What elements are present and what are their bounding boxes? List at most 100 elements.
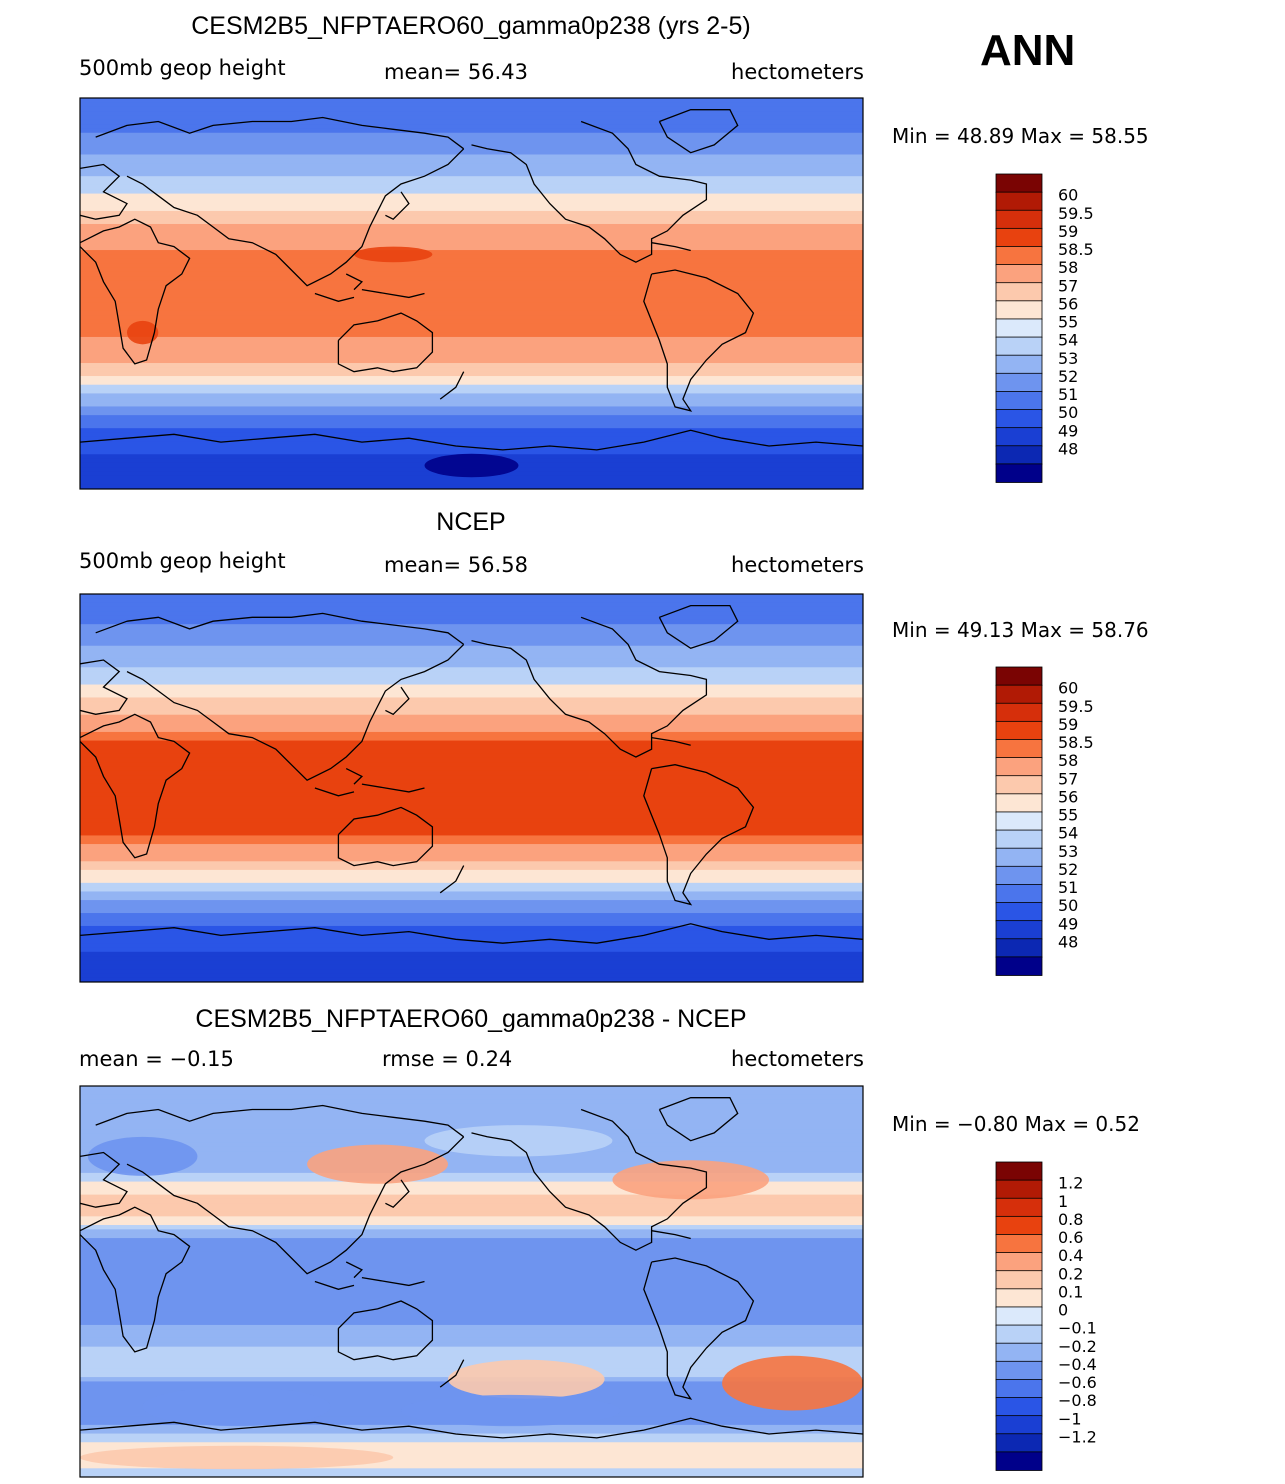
contour-band xyxy=(80,1459,863,1465)
contour-band xyxy=(80,341,863,347)
contour-band xyxy=(80,611,863,617)
colorbar-tick-label: 56 xyxy=(1058,787,1078,806)
colorbar-swatch xyxy=(995,739,1043,759)
contour-band xyxy=(80,688,863,694)
contour-field-3 xyxy=(80,1086,863,1477)
world-coastline-icon xyxy=(126,643,465,781)
colorbar-tick-label: 53 xyxy=(1058,842,1078,861)
colorbar-tick-label: 0.2 xyxy=(1058,1264,1083,1283)
contour-band xyxy=(80,1168,863,1174)
contour-band xyxy=(80,393,863,399)
contour-band xyxy=(80,770,863,776)
colorbar-swatch xyxy=(995,1197,1043,1218)
panel-1-title: CESM2B5_NFPTAERO60_gamma0p238 (yrs 2-5) xyxy=(191,12,751,40)
contour-anomaly xyxy=(126,320,159,345)
colorbar-swatch xyxy=(995,775,1043,795)
contour-band xyxy=(80,1320,863,1326)
contour-band xyxy=(80,163,863,169)
panel-1-units-label: hectometers xyxy=(731,60,864,84)
panel-2-variable-label: 500mb geop height xyxy=(79,549,286,573)
world-coastline-icon xyxy=(658,109,739,154)
colorbar-swatch xyxy=(995,920,1043,940)
contour-band xyxy=(80,384,863,390)
colorbar-swatch xyxy=(995,757,1043,777)
contour-band xyxy=(80,302,863,308)
contour-band xyxy=(80,809,863,815)
colorbar-tick-label: −0.2 xyxy=(1058,1337,1097,1356)
contour-band xyxy=(80,445,863,451)
contour-band xyxy=(80,189,863,195)
world-coastline-icon xyxy=(385,1179,410,1208)
contour-band xyxy=(80,861,863,867)
world-coastline-icon xyxy=(95,612,465,645)
contour-band xyxy=(80,594,863,600)
contour-band xyxy=(80,925,863,932)
panel-2-minmax: Min = 49.13 Max = 58.76 xyxy=(892,618,1149,642)
colorbar-swatch xyxy=(995,354,1043,375)
colorbar-tick-label: 57 xyxy=(1058,769,1078,788)
contour-band xyxy=(80,124,863,130)
panel-1-minmax: Min = 48.89 Max = 58.55 xyxy=(892,124,1149,148)
contour-band xyxy=(80,428,863,434)
colorbar-swatch xyxy=(995,463,1043,483)
contour-band xyxy=(80,792,863,798)
contour-band xyxy=(80,137,863,143)
world-coastline-icon xyxy=(345,1261,364,1279)
contour-band xyxy=(80,654,863,660)
contour-band xyxy=(80,1337,863,1344)
contour-band xyxy=(80,1298,863,1305)
contour-band xyxy=(80,202,863,208)
contour-band xyxy=(80,1264,863,1270)
colorbar-swatch xyxy=(995,702,1043,723)
contour-anomaly xyxy=(354,246,433,263)
contour-band xyxy=(80,753,863,759)
world-coastline-icon xyxy=(80,429,863,451)
contour-band xyxy=(80,602,863,608)
contour-band xyxy=(80,956,863,962)
colorbar-swatch xyxy=(995,282,1043,302)
colorbar-swatch xyxy=(995,956,1043,976)
contour-band xyxy=(80,480,863,486)
contour-band xyxy=(80,1303,863,1309)
contour-band xyxy=(80,432,863,438)
contour-band xyxy=(80,839,863,845)
contour-band xyxy=(80,245,863,251)
world-coastline-icon xyxy=(385,191,410,220)
contour-anomaly xyxy=(401,1394,621,1427)
colorbar-tick-label: −0.1 xyxy=(1058,1319,1097,1338)
contour-band xyxy=(80,128,863,134)
colorbar-tick-label: 0.1 xyxy=(1058,1282,1083,1301)
contour-band xyxy=(80,632,863,638)
contour-band xyxy=(80,706,863,712)
contour-band xyxy=(80,1229,863,1235)
contour-band xyxy=(80,624,863,630)
contour-band xyxy=(80,606,863,613)
contour-band xyxy=(80,921,863,927)
contour-band xyxy=(80,723,863,729)
contour-band xyxy=(80,1268,863,1274)
contour-band xyxy=(80,766,863,772)
world-coastline-icon xyxy=(314,787,355,797)
contour-band xyxy=(80,826,863,832)
contour-band xyxy=(80,645,863,651)
colorbar-swatch xyxy=(995,264,1043,284)
contour-band xyxy=(80,371,863,377)
contour-band xyxy=(80,310,863,317)
contour-band xyxy=(80,796,863,802)
contour-band xyxy=(80,947,863,953)
world-coastline-icon xyxy=(126,1136,465,1275)
contour-band xyxy=(80,380,863,386)
contour-anomaly xyxy=(448,1359,605,1399)
world-coastline-icon xyxy=(80,1151,128,1208)
colorbar-swatch xyxy=(995,1234,1043,1254)
contour-band xyxy=(80,1468,863,1474)
contour-band xyxy=(80,332,863,338)
contour-band xyxy=(80,891,863,897)
contour-band xyxy=(80,943,863,949)
colorbar-swatch xyxy=(995,173,1043,194)
colorbar-swatch xyxy=(995,1324,1043,1345)
contour-band xyxy=(80,1329,863,1335)
contour-band xyxy=(80,1351,863,1357)
contour-band xyxy=(80,145,863,151)
